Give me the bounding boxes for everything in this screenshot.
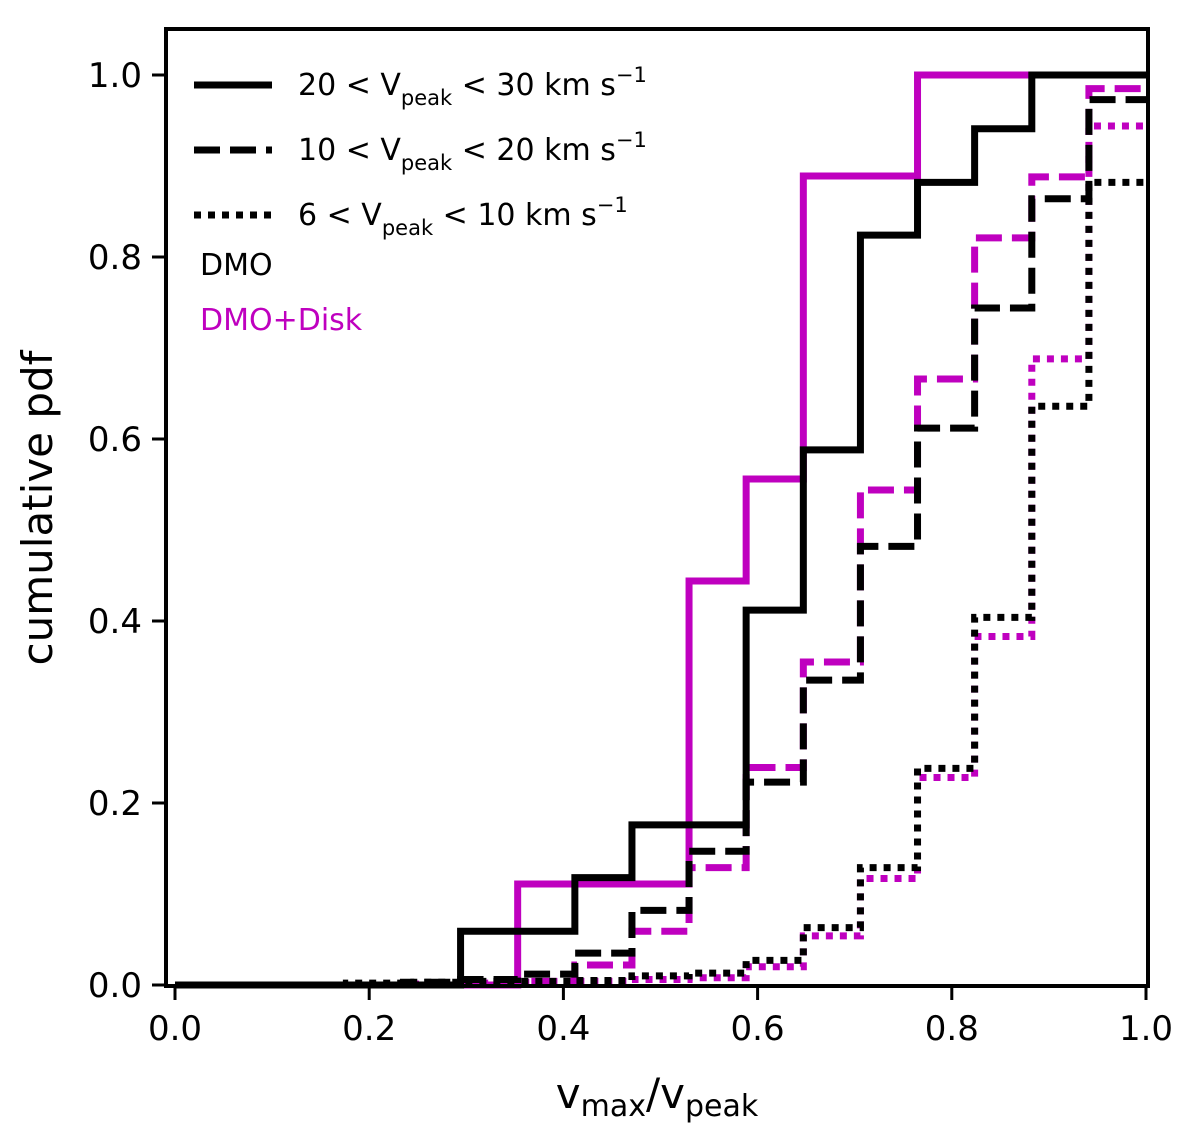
legend: 20 < Vpeak < 30 km s−1 10 < Vpeak < 20 km…: [194, 63, 647, 338]
x-tick-label: 0.6: [731, 1009, 785, 1049]
axes-layer: 0.0 0.2 0.4 0.6 0.8 1.0 0.0 0.2 0.4 0.6 0.8 1.0: [88, 56, 1173, 1049]
series-dmo-plus-disk-dotted: [175, 122, 1146, 989]
y-tick-label: 1.0: [88, 56, 142, 96]
x-tick-label: 0.2: [342, 1009, 396, 1049]
plot-frame: [164, 27, 1150, 988]
y-tick-label: 0.6: [88, 420, 142, 460]
x-tick-label: 0.4: [536, 1009, 590, 1049]
y-tick-label: 0.8: [88, 238, 142, 278]
x-tick-label: 0.8: [925, 1009, 979, 1049]
y-axis-label: cumulative pdf: [13, 349, 62, 665]
x-tick-label: 1.0: [1119, 1009, 1173, 1049]
legend-label-dotted: 6 < Vpeak < 10 km s−1: [298, 193, 628, 240]
y-tick-label: 0.2: [88, 784, 142, 824]
series-dmo-dotted: [175, 178, 1146, 989]
x-axis-label: vmax/vpeak: [556, 1069, 759, 1124]
x-tick-label: 0.0: [148, 1009, 202, 1049]
y-tick-label: 0.4: [88, 602, 142, 642]
legend-note-dmo: DMO: [200, 248, 273, 283]
legend-label-solid: 20 < Vpeak < 30 km s−1: [298, 63, 647, 110]
legend-label-dashed: 10 < Vpeak < 20 km s−1: [298, 128, 647, 175]
y-tick-label: 0.0: [88, 966, 142, 1006]
legend-note-dmo-plus-disk: DMO+Disk: [200, 303, 363, 338]
